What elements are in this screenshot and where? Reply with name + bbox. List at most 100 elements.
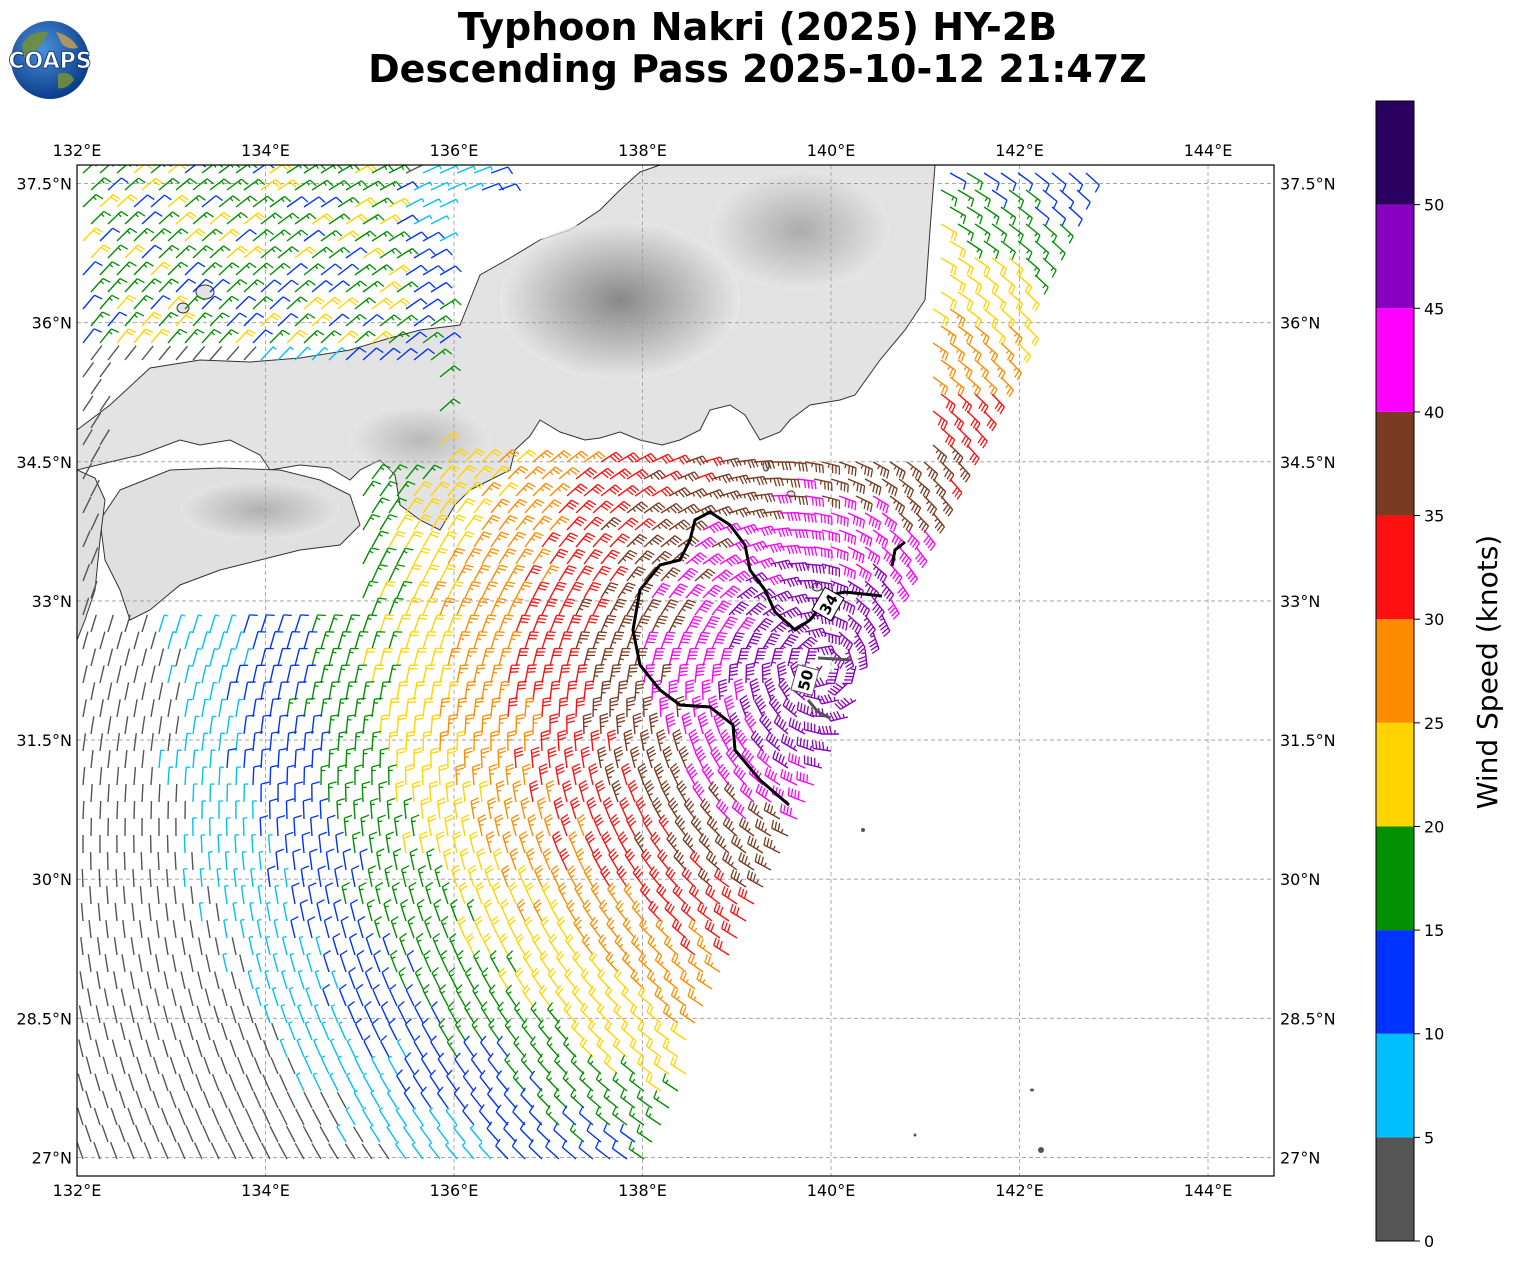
wind-barb [133, 328, 154, 344]
wind-barb [82, 227, 104, 242]
wind-barb [320, 263, 343, 276]
wind-barb [379, 214, 402, 225]
wind-barb [99, 800, 102, 820]
wind-barb [966, 342, 982, 362]
wind-barb [1000, 308, 1016, 329]
wind-barb [966, 274, 983, 294]
lat-tick-label-right: 36°N [1280, 314, 1320, 333]
wind-barb [303, 229, 326, 242]
wind-barb [82, 165, 104, 174]
wind-barb [575, 499, 597, 514]
wind-barb [677, 503, 700, 515]
wind-barb [235, 195, 258, 208]
wind-barb [141, 614, 148, 633]
wind-barb [898, 546, 912, 568]
wind-barb [405, 331, 428, 344]
wind-barb [541, 597, 558, 616]
wind-barb [345, 280, 368, 293]
lat-tick-label-right: 30°N [1280, 870, 1320, 889]
wind-barb [507, 564, 525, 582]
wind-barb [175, 345, 189, 361]
wind-barb [116, 227, 138, 242]
wind-barb [90, 210, 112, 225]
wind-barb [447, 481, 468, 497]
wind-barb [430, 248, 453, 259]
wind-barb [439, 198, 459, 208]
lon-tick-label-top: 138°E [618, 141, 667, 160]
wind-barb [82, 462, 93, 480]
wind-barb [524, 498, 545, 514]
wind-barb [107, 278, 128, 293]
wind-barb [1068, 206, 1083, 227]
wind-barb [158, 244, 180, 259]
wind-barb [966, 172, 984, 191]
wind-barb [294, 212, 317, 225]
wind-barb [660, 567, 681, 582]
wind-barb [957, 393, 973, 414]
wind-barb [983, 172, 1000, 191]
wind-barb [711, 473, 734, 484]
wind-barb [90, 277, 111, 293]
lon-tick-label-top: 144°E [1184, 141, 1233, 160]
wind-barb [311, 280, 333, 293]
colorbar-bin [1376, 308, 1414, 412]
wind-barb [243, 178, 266, 191]
wind-barb [286, 165, 309, 174]
wind-barb [1042, 257, 1057, 278]
wind-barb [728, 601, 749, 616]
wind-barb [651, 550, 673, 565]
wind-barb [762, 510, 785, 520]
wind-barb [872, 495, 890, 514]
colorbar-tick-label: 15 [1424, 921, 1444, 940]
wind-barb [949, 274, 966, 293]
lon-tick-label-bottom: 132°E [53, 1181, 102, 1200]
wind-barb [396, 547, 414, 565]
wind-barb [515, 614, 531, 633]
wind-barb [345, 347, 367, 361]
wind-barb [277, 313, 299, 327]
wind-barb [702, 584, 723, 599]
wind-barb [107, 345, 120, 361]
wind-barb [898, 512, 914, 533]
wind-barb [473, 531, 492, 548]
wind-barb [711, 600, 732, 616]
wind-barb [362, 314, 384, 327]
wind-barb [456, 597, 473, 616]
wind-barb [991, 189, 1008, 209]
wind-barb [651, 518, 674, 531]
wind-barb [243, 312, 265, 327]
wind-barb [949, 342, 966, 362]
wind-barb [1017, 274, 1033, 295]
wind-barb [1051, 240, 1066, 261]
wind-barb [779, 544, 802, 555]
wind-barb [566, 581, 584, 599]
wind-barb [932, 512, 946, 534]
wind-barb [787, 461, 808, 472]
wind-barb [345, 213, 368, 225]
wind-barb [439, 564, 457, 582]
wind-barb [813, 512, 833, 525]
wind-barb [175, 278, 197, 293]
wind-barb [600, 549, 621, 565]
wind-barb [90, 446, 101, 463]
wind-barb [1017, 172, 1034, 192]
wind-barb [252, 262, 274, 276]
wind-barb [991, 291, 1007, 312]
wind-barb [362, 614, 377, 633]
wind-barb [915, 478, 931, 499]
lon-tick-label-bottom: 134°E [241, 1181, 290, 1200]
wind-barb [430, 514, 449, 531]
wind-barb [150, 194, 172, 208]
island [913, 1133, 917, 1137]
wind-barb [150, 328, 171, 344]
wind-barb [490, 498, 511, 514]
wind-barb [796, 512, 817, 523]
wind-barb [940, 325, 957, 344]
wind-barb [668, 519, 691, 531]
wind-barb [192, 278, 214, 293]
wind-barb [235, 228, 257, 242]
wind-barb [396, 247, 419, 259]
wind-barb [311, 313, 333, 327]
wind-barb [524, 531, 544, 548]
wind-barb [388, 197, 411, 208]
